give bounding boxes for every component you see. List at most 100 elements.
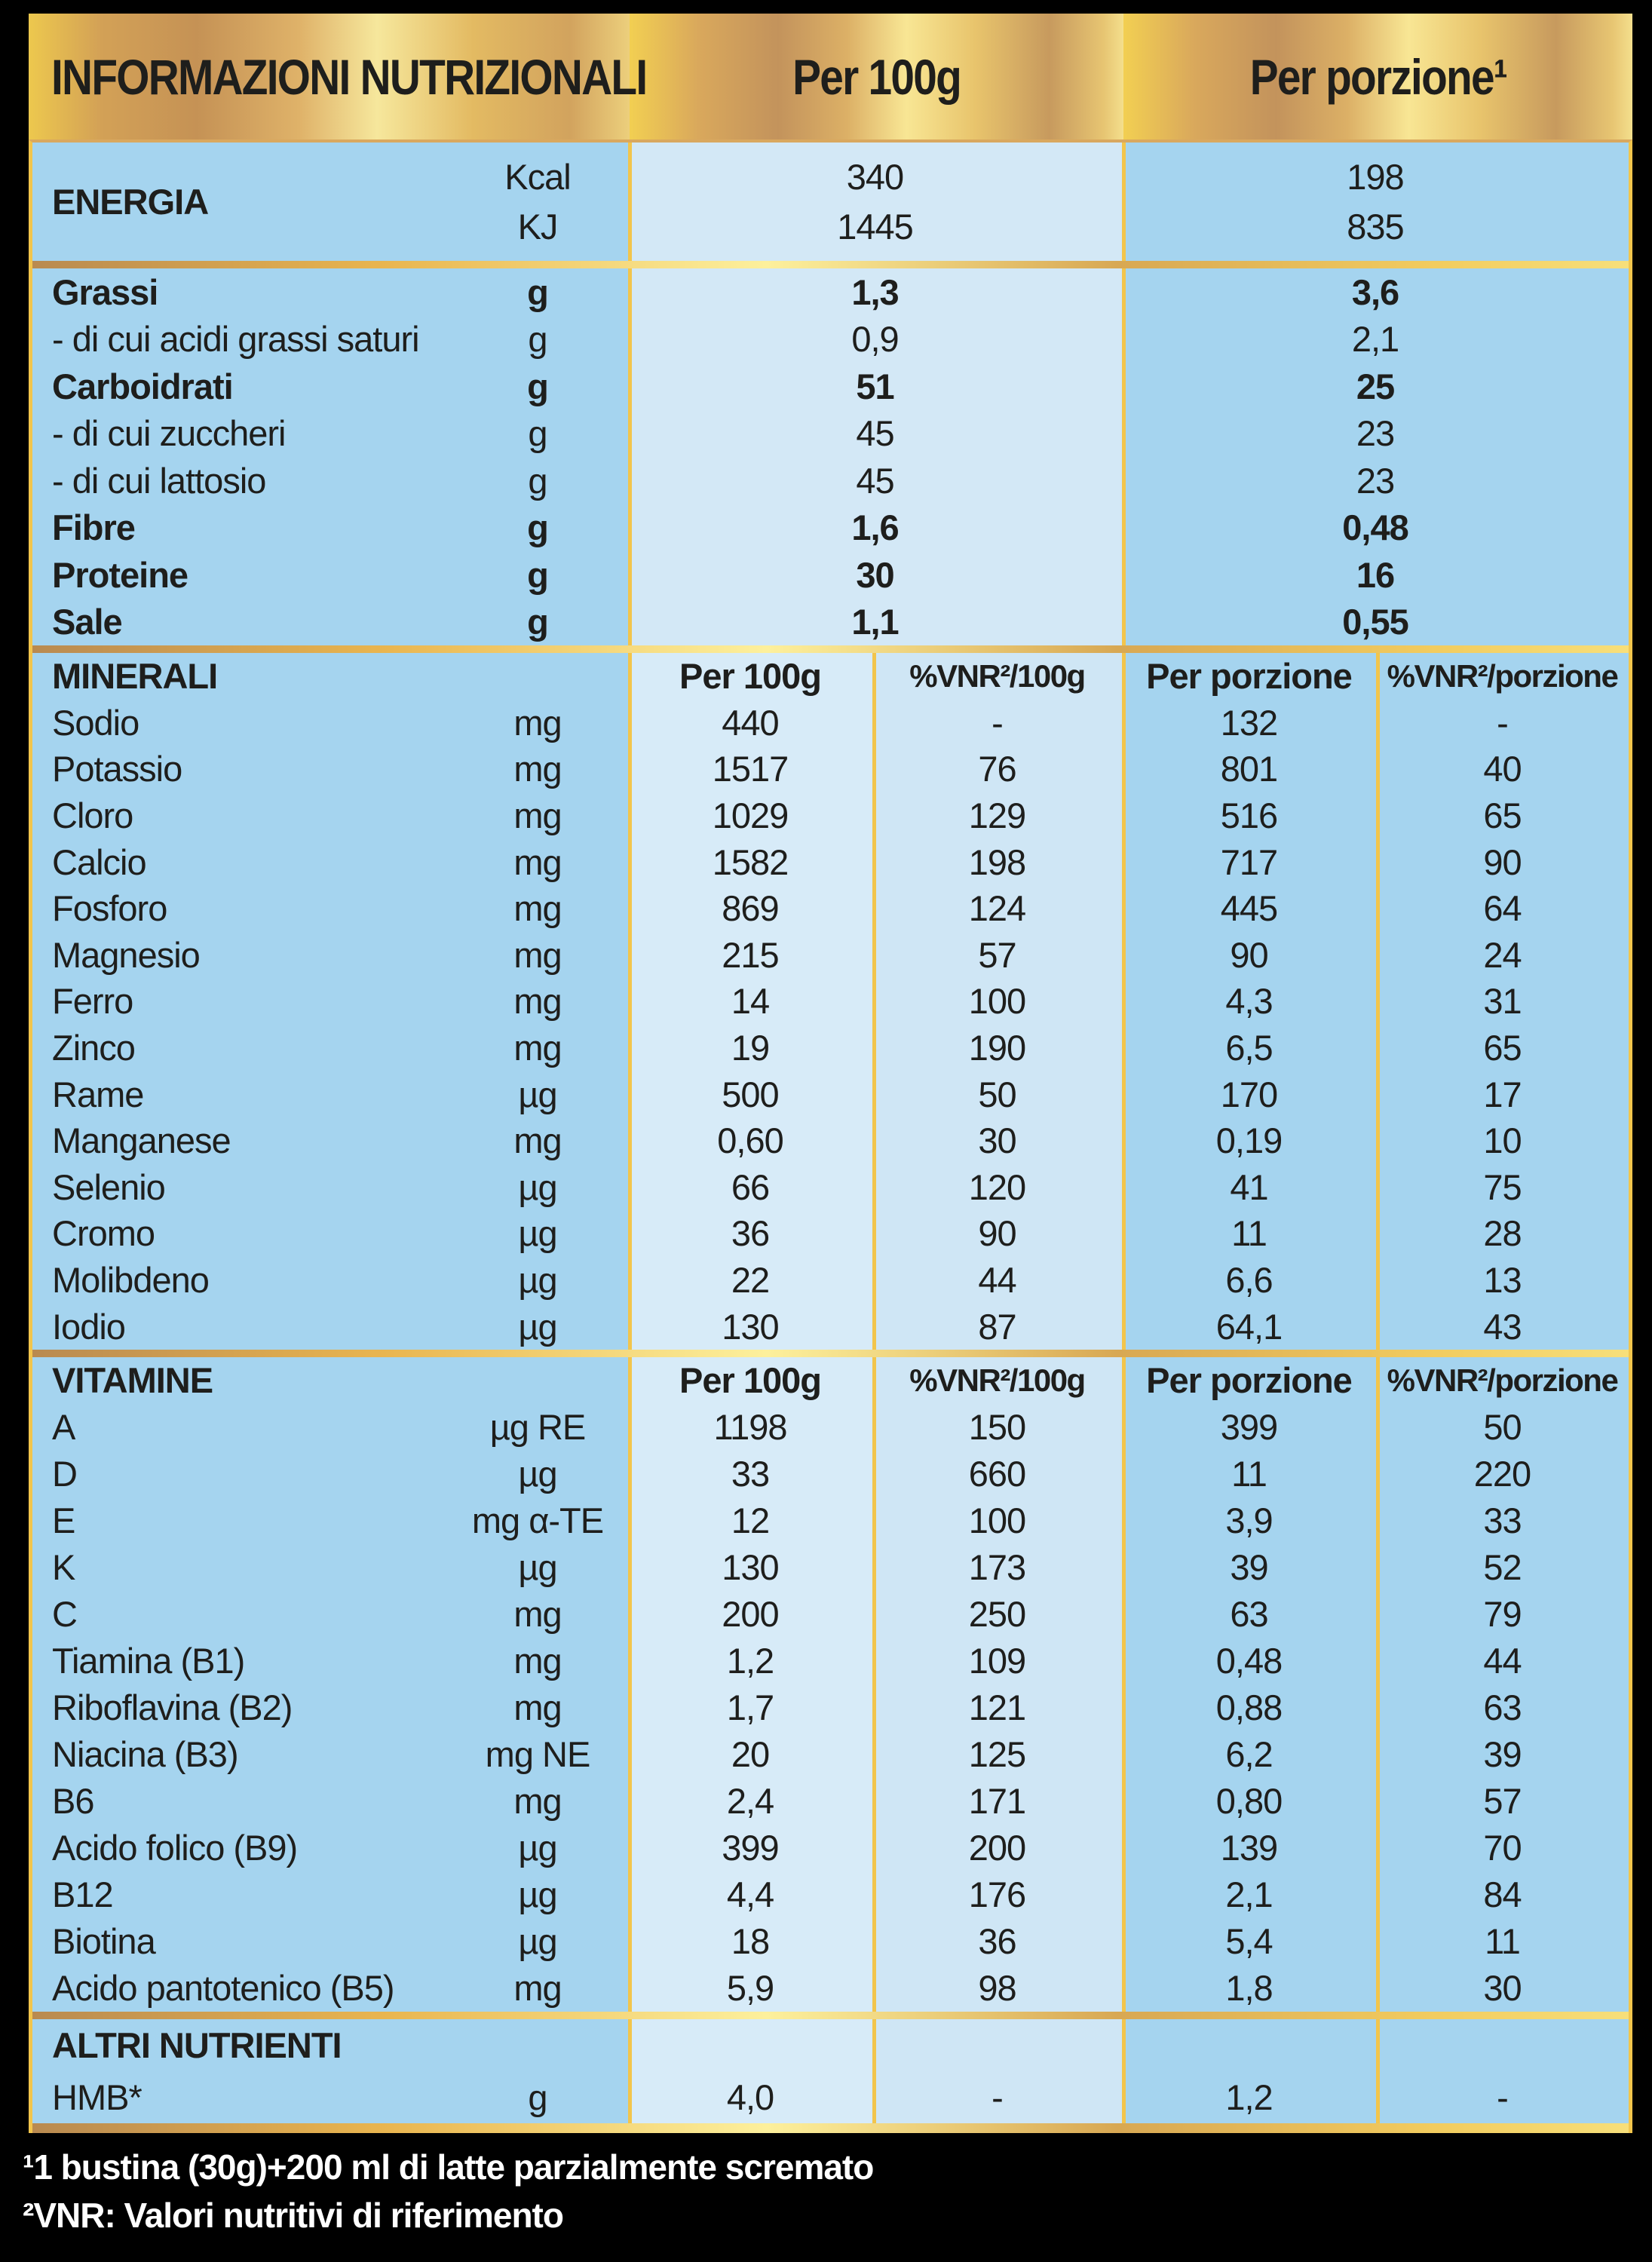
table-row: K µg 130 173 39 52 [32, 1543, 1629, 1591]
value-vnr-porzione: 57 [1376, 1777, 1629, 1825]
value-vnr-100g: 121 [872, 1684, 1122, 1731]
value-per-100g: 215 [628, 931, 872, 979]
page-title: INFORMAZIONI NUTRIZIONALI [51, 48, 648, 105]
row-label: HMB* [32, 2071, 447, 2123]
row-label: K [32, 1543, 447, 1591]
value-vnr-porzione: 31 [1376, 978, 1629, 1025]
row-label: - di cui acidi grassi saturi [32, 315, 447, 363]
row-unit: µg [447, 1071, 628, 1117]
subheader-per-porzione: Per porzione [1122, 1356, 1376, 1404]
table-row: Ferro mg 14 100 4,3 31 [32, 978, 1629, 1025]
row-unit: mg [447, 931, 628, 979]
row-unit: g [447, 457, 628, 504]
value-per-porzione: 445 [1122, 884, 1376, 932]
value-per-porzione: 16 [1122, 551, 1629, 599]
value-per-porzione: 63 [1122, 1590, 1376, 1638]
table-row: - di cui lattosio g 45 23 [32, 457, 1629, 504]
section-minerali: MINERALI Per 100g %VNR²/100g Per porzion… [32, 653, 1629, 1350]
row-label: Tiamina (B1) [32, 1637, 447, 1684]
table-body: ENERGIA Kcal KJ 340 1445 [29, 139, 1632, 2133]
value-vnr-porzione: 70 [1376, 1824, 1629, 1871]
value-per-100g: 20 [628, 1730, 872, 1778]
value-per-porzione: 64,1 [1122, 1303, 1376, 1350]
value-per-porzione: 23 [1122, 409, 1629, 457]
value-vnr-100g: 173 [872, 1543, 1122, 1591]
table-row: Tiamina (B1) mg 1,2 109 0,48 44 [32, 1637, 1629, 1684]
header-per-100g-cell: Per 100g [630, 14, 1123, 139]
value-per-100g: 1,3 [628, 268, 1122, 316]
row-unit: mg [447, 746, 628, 792]
value-per-porzione: 516 [1122, 792, 1376, 839]
value-per-100g: 399 [628, 1824, 872, 1871]
altri-rows: HMB* g 4,0 - 1,2 - [32, 2071, 1629, 2123]
table-row: Iodio µg 130 87 64,1 43 [32, 1303, 1629, 1350]
section-vitamine: VITAMINE Per 100g %VNR²/100g Per porzion… [32, 1356, 1629, 2012]
value-per-100g: 5,9 [628, 1964, 872, 2012]
value-per-100g: 1,6 [628, 504, 1122, 551]
value-vnr-porzione: 65 [1376, 1024, 1629, 1071]
vitamine-rows: A µg RE 1198 150 399 50 D µg 33 660 11 2… [32, 1403, 1629, 2012]
minerali-header-row: MINERALI Per 100g %VNR²/100g Per porzion… [32, 653, 1629, 700]
value-per-porzione: 1,8 [1122, 1964, 1376, 2012]
altri-title-row: ALTRI NUTRIENTI [32, 2018, 1629, 2072]
row-label: Biotina [32, 1917, 447, 1965]
energia-kcal-100g: 340 [846, 156, 904, 197]
row-label: Proteine [32, 551, 447, 599]
row-unit: mg [447, 1637, 628, 1684]
value-per-porzione: 0,19 [1122, 1117, 1376, 1164]
row-label: C [32, 1590, 447, 1638]
section-divider [32, 261, 1629, 268]
header-per-100g: Per 100g [792, 48, 962, 105]
row-label: Riboflavina (B2) [32, 1684, 447, 1731]
value-per-porzione: 0,88 [1122, 1684, 1376, 1731]
value-vnr-porzione: 24 [1376, 931, 1629, 979]
value-vnr-porzione [1376, 2018, 1629, 2072]
value-vnr-porzione: 13 [1376, 1256, 1629, 1304]
value-per-porzione: 6,5 [1122, 1024, 1376, 1071]
footnote: ¹1 bustina (30g)+200 ml di latte parzial… [23, 2147, 874, 2187]
row-unit: µg [447, 1210, 628, 1257]
value-vnr-100g [872, 2018, 1122, 2072]
table-row: C mg 200 250 63 79 [32, 1590, 1629, 1638]
value-per-100g: 1,7 [628, 1684, 872, 1731]
value-vnr-porzione: 220 [1376, 1450, 1629, 1497]
table-row: B12 µg 4,4 176 2,1 84 [32, 1871, 1629, 1918]
unit-kj: KJ [517, 206, 559, 247]
table-row: Manganese mg 0,60 30 0,19 10 [32, 1117, 1629, 1164]
value-vnr-porzione: 52 [1376, 1543, 1629, 1591]
table-row: Acido folico (B9) µg 399 200 139 70 [32, 1824, 1629, 1871]
value-per-porzione: 3,6 [1122, 268, 1629, 316]
row-unit: mg [447, 792, 628, 839]
value-per-porzione: 170 [1122, 1071, 1376, 1117]
value-vnr-100g: - [872, 699, 1122, 746]
value-per-porzione: 0,80 [1122, 1777, 1376, 1825]
energia-row: ENERGIA Kcal KJ 340 1445 [32, 143, 1629, 261]
row-unit: µg [447, 1871, 628, 1918]
value-per-100g: 51 [628, 363, 1122, 410]
table-row: - di cui acidi grassi saturi g 0,9 2,1 [32, 315, 1629, 363]
row-label: A [32, 1403, 447, 1451]
row-unit: mg [447, 884, 628, 932]
footnote: ²VNR: Valori nutritivi di riferimento [23, 2196, 564, 2235]
value-vnr-porzione: 39 [1376, 1730, 1629, 1778]
table-row: - di cui zuccheri g 45 23 [32, 409, 1629, 457]
value-vnr-100g: 30 [872, 1117, 1122, 1164]
table-row: Sale g 1,1 0,55 [32, 598, 1629, 645]
row-unit: µg [447, 1917, 628, 1965]
value-per-porzione [1122, 2018, 1376, 2072]
header-per-porzione-cell: Per porzione¹ [1123, 14, 1632, 139]
row-label: Carboidrati [32, 363, 447, 410]
value-per-100g: 30 [628, 551, 1122, 599]
value-per-100g: 18 [628, 1917, 872, 1965]
value-per-100g: 66 [628, 1163, 872, 1211]
value-per-porzione: 399 [1122, 1403, 1376, 1451]
subheader-per-100g: Per 100g [628, 1356, 872, 1404]
table-row: Magnesio mg 215 57 90 24 [32, 931, 1629, 979]
unit-kcal: Kcal [504, 156, 571, 197]
row-label: Fosforo [32, 884, 447, 932]
table-row: Molibdeno µg 22 44 6,6 13 [32, 1256, 1629, 1304]
row-unit: g [447, 268, 628, 316]
value-vnr-100g: 98 [872, 1964, 1122, 2012]
section-divider [32, 1349, 1629, 1357]
value-per-porzione: 139 [1122, 1824, 1376, 1871]
